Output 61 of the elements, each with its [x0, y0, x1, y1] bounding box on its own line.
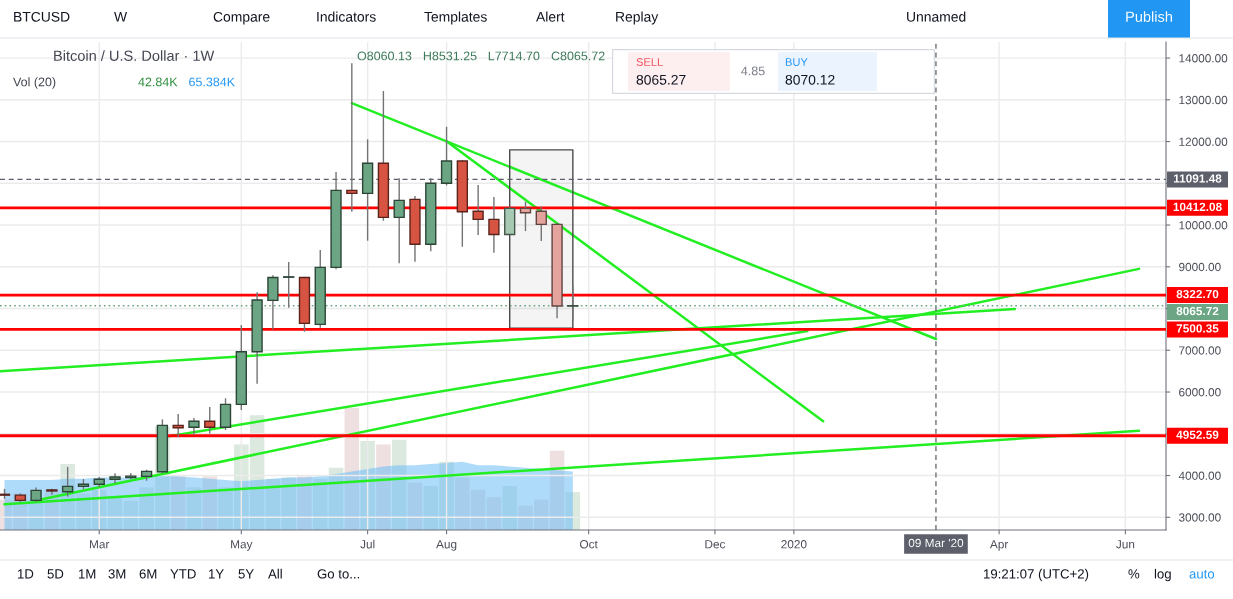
text: 6M	[139, 569, 157, 579]
annotation: 8070.12	[785, 74, 835, 85]
x-tick-label: Jun	[1116, 540, 1135, 549]
y-tick-label: 10000.00	[1179, 221, 1228, 230]
ref-line-label: 09 Mar '20	[908, 538, 964, 548]
text: 19:21:07 (UTC+2)	[984, 568, 1089, 582]
x-tick-label: Dec	[705, 540, 726, 549]
y-tick-label: 7000.00	[1179, 346, 1221, 355]
text: Alert	[536, 11, 565, 22]
y-tick-label: 9000.00	[1179, 262, 1221, 272]
text: Unnamed	[907, 11, 966, 22]
ref-line-label: 10412.08	[1173, 202, 1222, 212]
y-tick-label: 12000.00	[1179, 137, 1228, 146]
chart-title: Vol (20)	[13, 77, 56, 89]
text: log	[1154, 568, 1171, 582]
x-tick-label: May	[231, 540, 253, 551]
text: 5Y	[238, 569, 254, 579]
ref-line-label: 8322.70	[1176, 289, 1219, 299]
x-tick-label: Oct	[580, 540, 598, 549]
text: 1Y	[209, 569, 224, 579]
text: 1D	[18, 569, 34, 579]
text: 5D	[47, 569, 64, 579]
text: Templates	[424, 11, 487, 25]
text: Publish	[1126, 11, 1172, 22]
text: BTCUSD	[14, 11, 70, 22]
y-tick-label: 14000.00	[1179, 54, 1228, 63]
text: YTD	[170, 569, 196, 579]
ref-line-label: 7500.35	[1176, 324, 1219, 333]
annotation: O8060.13	[357, 51, 412, 61]
annotation: 65.384K	[189, 77, 235, 87]
y-tick-label: 6000.00	[1179, 388, 1221, 397]
text: W	[114, 12, 128, 22]
x-tick-label: Apr	[989, 540, 1009, 551]
annotation: 8065.27	[636, 74, 686, 85]
annotation: H8531.25	[423, 51, 477, 61]
text: Compare	[213, 11, 270, 25]
x-tick-label: Aug	[436, 540, 457, 551]
annotation: BUY	[785, 58, 808, 66]
ref-line-label: 11091.48	[1173, 174, 1222, 183]
annotation: 4.85	[741, 66, 765, 76]
x-tick-label: Jul	[360, 539, 375, 549]
text: All	[268, 568, 282, 579]
text: 1M	[79, 569, 96, 579]
y-tick-label: 13000.00	[1179, 95, 1228, 105]
text: 3M	[108, 569, 126, 579]
chart-title: Bitcoin / U.S. Dollar · 1W	[54, 50, 215, 61]
ref-line-label: 8065.72	[1176, 306, 1219, 316]
text: Indicators	[317, 11, 376, 22]
text: Replay	[616, 11, 659, 25]
annotation: 42.84K	[138, 77, 178, 87]
annotation: L7714.70	[488, 51, 540, 61]
annotation: C8065.72	[551, 51, 605, 61]
text: Go to...	[317, 569, 360, 579]
x-tick-label: Mar	[90, 540, 110, 549]
ref-line-label: 4952.59	[1176, 430, 1219, 439]
y-tick-label: 3000.00	[1178, 513, 1221, 522]
text: %	[1128, 569, 1140, 579]
x-tick-label: 2020	[781, 540, 807, 549]
annotation: SELL	[636, 58, 663, 66]
y-tick-label: 4000.00	[1178, 471, 1221, 480]
text: auto	[1189, 569, 1215, 579]
